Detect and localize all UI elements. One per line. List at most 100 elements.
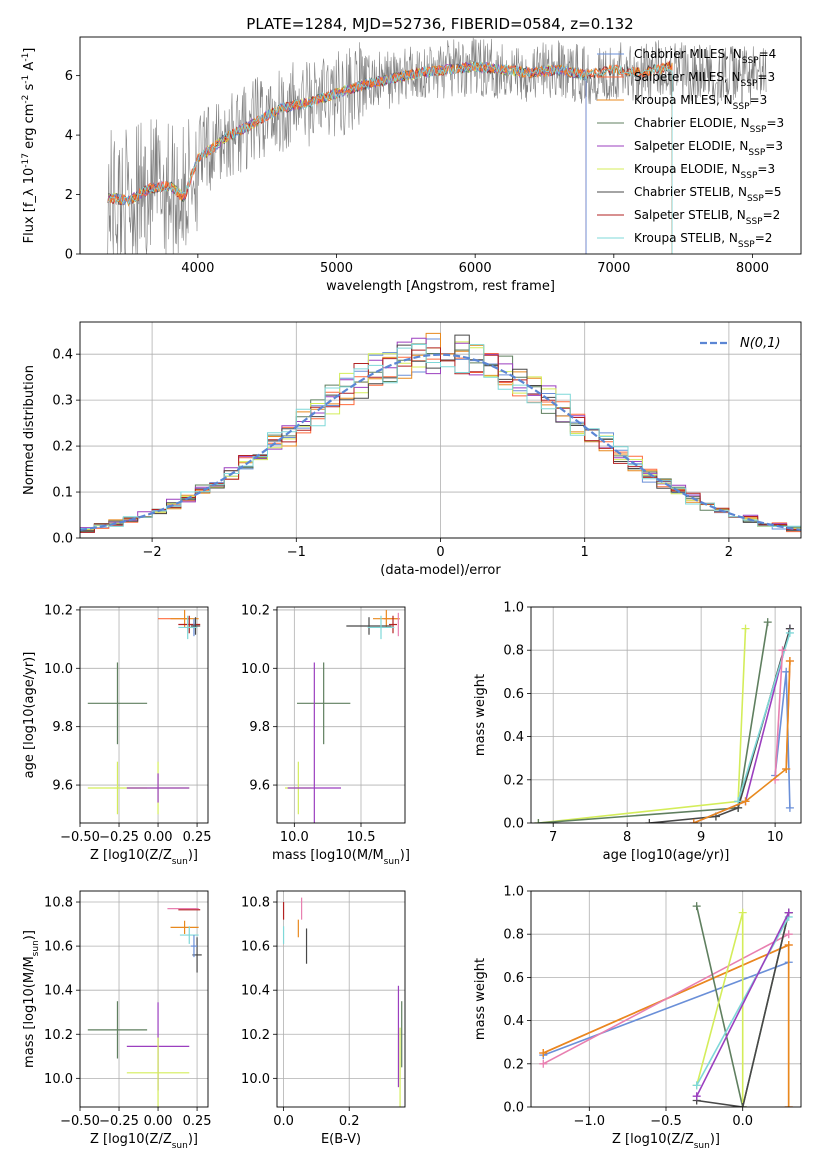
- x-tick-label: 6000: [459, 261, 492, 276]
- legend: Chabrier MILES, NSSP=4 Salpeter MILES, NS…: [597, 47, 784, 250]
- y-tick-label: 0.4: [503, 730, 524, 745]
- y-tick-label: 1.0: [503, 601, 524, 616]
- weight-line: [649, 628, 791, 823]
- weight-marker: [539, 1059, 548, 1068]
- x-tick-label: 0.25: [183, 830, 212, 845]
- y-tick-label: 0.0: [503, 1101, 524, 1116]
- y-tick-label: 10.6: [44, 940, 73, 955]
- y-tick-label: 0.2: [52, 440, 73, 455]
- x-tick-label: 8000: [736, 261, 769, 276]
- weight-marker: [785, 657, 794, 665]
- x-tick-label: −0.5: [650, 1114, 682, 1129]
- weight-marker: [738, 1103, 747, 1107]
- legend-label: Kroupa ELODIE, NSSP=3: [634, 162, 775, 181]
- y-tick-label: 10.2: [241, 1028, 270, 1043]
- y-axis-label: mass weight: [473, 674, 488, 756]
- y-axis-label: Normed distribution: [22, 365, 37, 495]
- model-spectrum-line: [107, 62, 673, 254]
- x-axis-label: Z [log10(Z/Zsun)]: [90, 848, 198, 867]
- y-axis-label: age [log10(age/yr)]: [22, 652, 37, 779]
- weight-marker: [645, 819, 654, 823]
- weight-marker: [778, 646, 787, 655]
- x-tick-label: 0.00: [144, 1114, 173, 1129]
- x-tick-label: 5000: [320, 261, 353, 276]
- weight-line: [693, 660, 791, 823]
- y-tick-label: 0.0: [52, 532, 73, 547]
- axes-frame: [79, 890, 209, 1108]
- z-weight-panel: −1.0 −0.5 0.0 0.0 0.2 0.4 0.6 0.8 1.0 Z [log10(Z/…: [473, 885, 802, 1151]
- figure-title: PLATE=1284, MJD=52736, FIBERID=0584, z=0…: [246, 15, 633, 33]
- legend-label: Salpeter MILES, NSSP=3: [634, 70, 775, 89]
- y-tick-label: 1.0: [503, 885, 524, 900]
- x-axis-label: mass [log10(M/Msun)]: [272, 848, 410, 867]
- plot-area: [80, 332, 801, 533]
- y-tick-label: 10.6: [241, 940, 270, 955]
- weight-marker: [738, 908, 747, 917]
- plot-area: [87, 609, 201, 815]
- grid-lines: [79, 607, 208, 823]
- y-tick-label: 10.0: [44, 1072, 73, 1087]
- weight-line: [774, 650, 784, 780]
- weight-marker: [784, 908, 793, 917]
- weight-line: [695, 912, 790, 1097]
- y-tick-label: 0.4: [52, 348, 73, 363]
- weight-line: [538, 628, 747, 823]
- y-tick-label: 2: [65, 188, 73, 203]
- axes-frame: [276, 890, 406, 1108]
- weight-line: [696, 912, 790, 1107]
- spectrum-panel: 4000 5000 6000 7000 8000 0 2 4 6 wavelength [Angs…: [21, 36, 802, 294]
- weight-marker: [784, 941, 793, 949]
- plot-area: [539, 902, 793, 1107]
- y-tick-label: 10.4: [241, 984, 270, 999]
- y-tick-label: 0.2: [503, 773, 524, 788]
- x-tick-label: 0.00: [144, 830, 173, 845]
- weight-marker: [741, 624, 750, 633]
- weight-marker: [784, 1103, 793, 1107]
- y-tick-label: 0.6: [503, 687, 524, 702]
- y-tick-label: 0.2: [503, 1057, 524, 1072]
- x-axis-label: wavelength [Angstrom, rest frame]: [326, 279, 555, 294]
- y-tick-label: 10.2: [44, 603, 73, 618]
- legend-label: Salpeter ELODIE, NSSP=3: [634, 139, 783, 158]
- grid-lines: [79, 891, 208, 1107]
- y-tick-label: 9.6: [249, 779, 270, 794]
- x-tick-label: 1: [581, 545, 589, 560]
- x-axis-label: (data-model)/error: [380, 563, 501, 578]
- y-tick-label: 9.8: [249, 720, 270, 735]
- y-tick-label: 0.0: [503, 817, 524, 832]
- x-tick-label: 10.0: [280, 830, 309, 845]
- x-tick-label: 0: [436, 545, 444, 560]
- x-axis-label: E(B-V): [321, 1132, 361, 1147]
- normal-curve: [80, 353, 801, 531]
- legend-label: Chabrier ELODIE, NSSP=3: [634, 116, 784, 135]
- x-tick-label: −0.50: [60, 1114, 100, 1129]
- legend-label: Chabrier STELIB, NSSP=5: [634, 185, 782, 204]
- y-tick-label: 10.8: [241, 896, 270, 911]
- mass-age-panel: 10.0 10.5 9.6 9.8 10.0 10.2 mass [log10(M/Msun…: [241, 603, 410, 867]
- weight-marker: [692, 902, 701, 911]
- x-tick-label: 9: [697, 830, 705, 845]
- histogram-step: [80, 344, 801, 529]
- y-tick-label: 0.3: [52, 394, 73, 409]
- y-tick-label: 0.1: [52, 486, 73, 501]
- y-axis-label: mass weight: [473, 958, 488, 1040]
- y-tick-label: 10.2: [241, 603, 270, 618]
- weight-marker: [782, 765, 791, 773]
- weight-marker: [741, 797, 750, 806]
- weight-marker: [539, 1049, 548, 1057]
- axes-frame: [79, 36, 802, 255]
- x-tick-label: −2: [143, 545, 162, 560]
- plot-area: [107, 37, 767, 254]
- y-tick-label: 4: [65, 129, 73, 144]
- x-axis-label: Z [log10(Z/Zsun)]: [612, 1132, 720, 1151]
- x-tick-label: 4000: [181, 261, 214, 276]
- x-tick-label: −1.0: [574, 1114, 606, 1129]
- weight-marker: [534, 819, 543, 823]
- x-tick-label: 7: [549, 830, 557, 845]
- weight-marker: [692, 1081, 701, 1090]
- weight-marker: [785, 803, 794, 812]
- x-tick-label: 10.5: [347, 830, 376, 845]
- weight-line: [543, 961, 789, 1056]
- legend-label: N(0,1): [740, 336, 781, 351]
